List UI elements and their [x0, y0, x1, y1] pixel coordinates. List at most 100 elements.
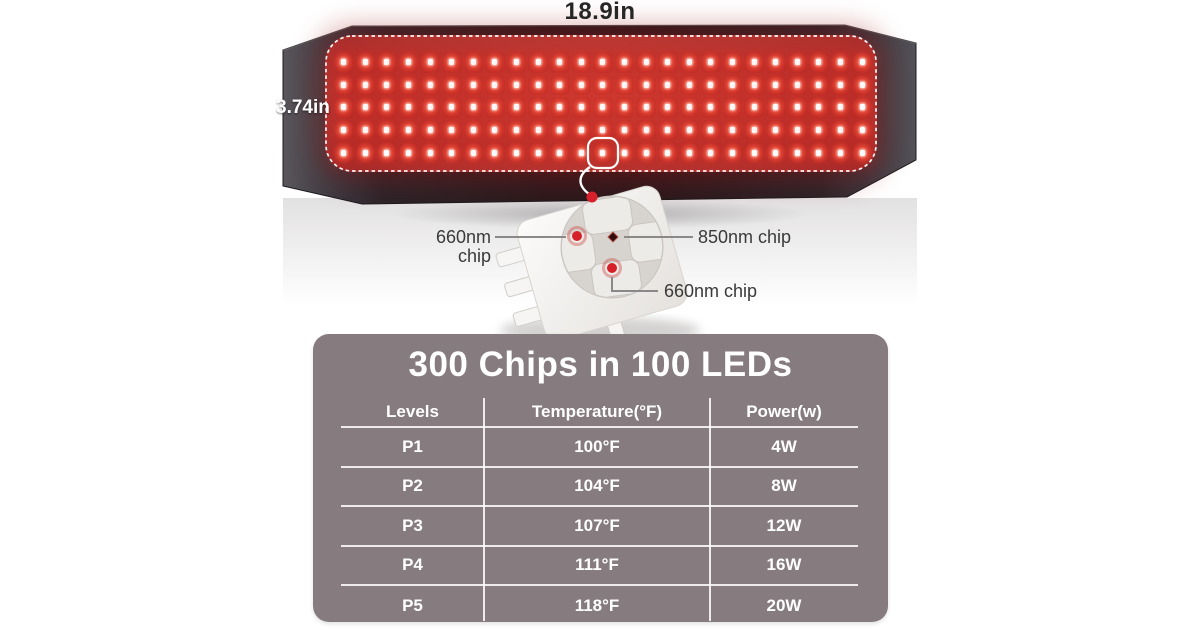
led-cell: [766, 74, 786, 96]
led-cell: [787, 119, 808, 141]
led-light: [859, 127, 865, 134]
led-light: [578, 149, 584, 156]
led-cell: [614, 74, 635, 96]
led-light: [406, 127, 412, 134]
led-cell: [679, 142, 700, 163]
led-cell: [485, 52, 505, 73]
led-light: [708, 81, 714, 88]
led-light: [362, 81, 368, 88]
led-light: [665, 104, 671, 111]
led-cell: [550, 52, 570, 73]
led-cell: [593, 97, 613, 118]
led-cell: [593, 119, 613, 141]
led-cell: [463, 52, 484, 73]
led-cell: [398, 52, 419, 73]
led-cell: [463, 119, 484, 141]
led-light: [449, 127, 455, 134]
led-light: [859, 59, 865, 66]
led-light: [514, 149, 520, 156]
led-cell: [528, 74, 548, 96]
led-light: [816, 149, 822, 156]
led-light: [730, 127, 736, 134]
led-cell: [334, 97, 354, 118]
led-cell: [355, 97, 376, 118]
led-cell: [787, 52, 808, 73]
led-light: [751, 127, 757, 134]
led-light: [578, 104, 584, 111]
led-cell: [744, 74, 764, 96]
led-cell: [722, 97, 743, 118]
led-light: [492, 127, 498, 134]
led-light: [816, 127, 822, 134]
led-cell: [830, 119, 851, 141]
led-light: [341, 104, 347, 111]
led-cell: [550, 97, 570, 118]
led-light: [686, 59, 692, 66]
led-cell: [506, 74, 527, 96]
led-cell: [398, 142, 419, 163]
led-light: [514, 127, 520, 134]
led-cell: [722, 74, 743, 96]
led-light: [427, 59, 433, 66]
led-light: [622, 127, 628, 134]
led-light: [816, 59, 822, 66]
led-light: [643, 149, 649, 156]
led-cell: [658, 74, 678, 96]
led-light: [470, 104, 476, 111]
led-cell: [528, 97, 548, 118]
led-light: [730, 81, 736, 88]
table-column-divider: [709, 398, 711, 621]
led-cell: [766, 119, 786, 141]
led-light: [578, 81, 584, 88]
led-cell: [636, 119, 656, 141]
led-cell: [701, 119, 721, 141]
led-cell: [593, 52, 613, 73]
led-cell: [722, 52, 743, 73]
led-cell: [722, 142, 743, 163]
led-light: [362, 104, 368, 111]
led-light: [557, 127, 563, 134]
led-cell: [398, 74, 419, 96]
led-cell: [485, 119, 505, 141]
led-cell: [744, 142, 764, 163]
led-cell: [679, 52, 700, 73]
belt-drop-shadow: [300, 192, 900, 236]
led-cell: [787, 142, 808, 163]
led-cell: [658, 119, 678, 141]
led-cell: [442, 142, 462, 163]
led-cell: [636, 52, 656, 73]
led-cell: [398, 97, 419, 118]
led-light: [643, 104, 649, 111]
led-light: [794, 81, 800, 88]
led-light: [341, 81, 347, 88]
led-cell: [787, 74, 808, 96]
led-cell: [571, 52, 592, 73]
led-cell: [571, 119, 592, 141]
height-dimension-label: 3.74in: [276, 97, 330, 118]
led-light: [665, 127, 671, 134]
led-cell: [550, 142, 570, 163]
led-cell: [355, 74, 376, 96]
led-light: [449, 104, 455, 111]
led-light: [514, 104, 520, 111]
led-cell: [334, 74, 354, 96]
led-light: [384, 127, 390, 134]
led-light: [859, 149, 865, 156]
led-cell: [766, 97, 786, 118]
led-cell: [420, 74, 440, 96]
led-light: [794, 59, 800, 66]
led-light: [514, 59, 520, 66]
led-cell: [614, 52, 635, 73]
led-light: [816, 81, 822, 88]
led-cell: [420, 119, 440, 141]
led-cell: [463, 97, 484, 118]
led-light: [794, 104, 800, 111]
led-cell: [852, 97, 872, 118]
led-light: [492, 81, 498, 88]
led-light: [470, 149, 476, 156]
table-header-cell: Levels: [386, 402, 439, 421]
led-light: [600, 104, 606, 111]
led-cell: [636, 74, 656, 96]
led-light: [773, 149, 779, 156]
led-cell: [766, 52, 786, 73]
